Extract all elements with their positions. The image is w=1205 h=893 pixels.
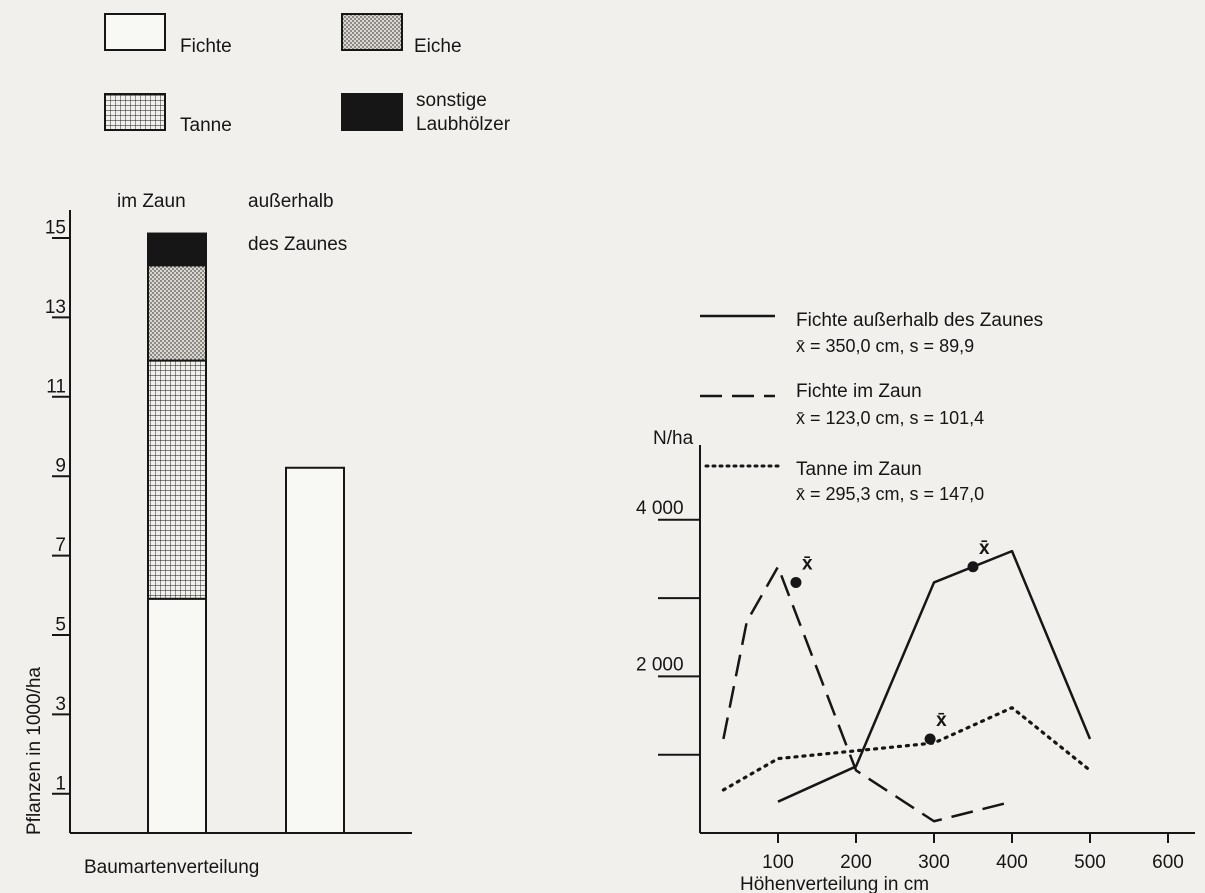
bar-stacks <box>147 232 345 835</box>
mean-marker-fichte-im-zaun <box>790 576 802 588</box>
bar-y-tick-label-13: 13 <box>45 297 66 318</box>
bar-y-tick-label-15: 15 <box>45 218 66 239</box>
legend-label-fichte: Fichte <box>180 36 232 57</box>
legend-dotted-name: Tanne im Zaun <box>796 459 922 480</box>
legend-swatch-tanne <box>104 93 166 131</box>
line-legend: Fichte außerhalb des Zaunes x̄ = 350,0 c… <box>700 310 1043 504</box>
legend-dotted-stats: x̄ = 295,3 cm, s = 147,0 <box>796 484 984 504</box>
mean-marker-fichte-au-erhalb-des-zaunes <box>967 561 979 573</box>
legend-dashed-stats: x̄ = 123,0 cm, s = 101,4 <box>796 408 984 428</box>
bar-y-tick-label-11: 11 <box>46 376 66 397</box>
mean-label-fichte-im-zaun: x̄ <box>802 553 813 574</box>
line-y-axis-label: N/ha <box>653 428 694 449</box>
bar-y-tick-label-5: 5 <box>55 615 66 636</box>
line-x-tick-label-500: 500 <box>1074 852 1106 873</box>
species-legend: Fichte Eiche Tanne sonstige Laubhölzer <box>104 13 511 136</box>
bar-category-label-ausserhalb: außerhalb <box>248 191 334 212</box>
bar-y-tick-label-1: 1 <box>55 773 66 794</box>
mean-marker-tanne-im-zaun <box>924 733 936 745</box>
line-y-tick-label-4000: 4 000 <box>636 498 684 519</box>
legend-label-sonstige-line1: sonstige <box>416 90 487 111</box>
legend-solid-name: Fichte außerhalb des Zaunes <box>796 310 1043 331</box>
line-x-tick-label-300: 300 <box>918 852 950 873</box>
legend-swatch-eiche <box>341 13 403 51</box>
bar-segment-im-zaun-eiche <box>147 264 207 362</box>
line-y-tick-label-2000: 2 000 <box>636 654 684 675</box>
bar-y-axis-label: Pflanzen in 1000/ha <box>24 667 45 835</box>
line-x-tick-label-400: 400 <box>996 852 1028 873</box>
legend-label-tanne: Tanne <box>180 115 232 136</box>
line-x-ticks: 100 200 300 400 500 600 <box>762 833 1184 873</box>
bar-y-tick-label-3: 3 <box>55 694 66 715</box>
line-x-tick-label-100: 100 <box>762 852 794 873</box>
line-x-axis-label: Höhenverteilung in cm <box>740 874 929 893</box>
bar-y-tick-label-9: 9 <box>55 456 66 477</box>
legend-label-sonstige-line2: Laubhölzer <box>416 114 511 135</box>
bar-segment-im-zaun-tanne <box>147 359 207 600</box>
series-line-fichte-au-erhalb-des-zaunes <box>777 549 1092 803</box>
bar-y-tick-label-7: 7 <box>55 535 66 556</box>
series-line-fichte-im-zaun <box>722 565 1013 823</box>
line-x-tick-label-600: 600 <box>1152 852 1184 873</box>
bar-category-label-im-zaun: im Zaun <box>117 191 186 212</box>
legend-swatch-fichte <box>104 13 166 51</box>
bar-segment-im-zaun-sonstige-laubh-lzer <box>147 232 207 267</box>
series-line-tanne-im-zaun <box>721 706 1092 792</box>
line-series-group: x̄ x̄ x̄ <box>721 538 1092 823</box>
legend-dashed-name: Fichte im Zaun <box>796 381 922 402</box>
mean-label-fichte-au-erhalb-des-zaunes: x̄ <box>979 538 990 559</box>
bar-segment-im-zaun-fichte <box>147 597 207 835</box>
line-x-tick-label-200: 200 <box>840 852 872 873</box>
bar-segment-au-erhalb-fichte <box>285 466 345 834</box>
legend-label-eiche: Eiche <box>414 36 462 57</box>
mean-label-tanne-im-zaun: x̄ <box>936 710 947 731</box>
line-y-ticks: 2 000 4 000 <box>636 498 700 756</box>
legend-solid-stats: x̄ = 350,0 cm, s = 89,9 <box>796 336 974 356</box>
bar-category-label-des-zaunes: des Zaunes <box>248 234 347 255</box>
bar-x-axis-label: Baumartenverteilung <box>84 857 259 878</box>
legend-swatch-sonstige <box>341 93 403 131</box>
